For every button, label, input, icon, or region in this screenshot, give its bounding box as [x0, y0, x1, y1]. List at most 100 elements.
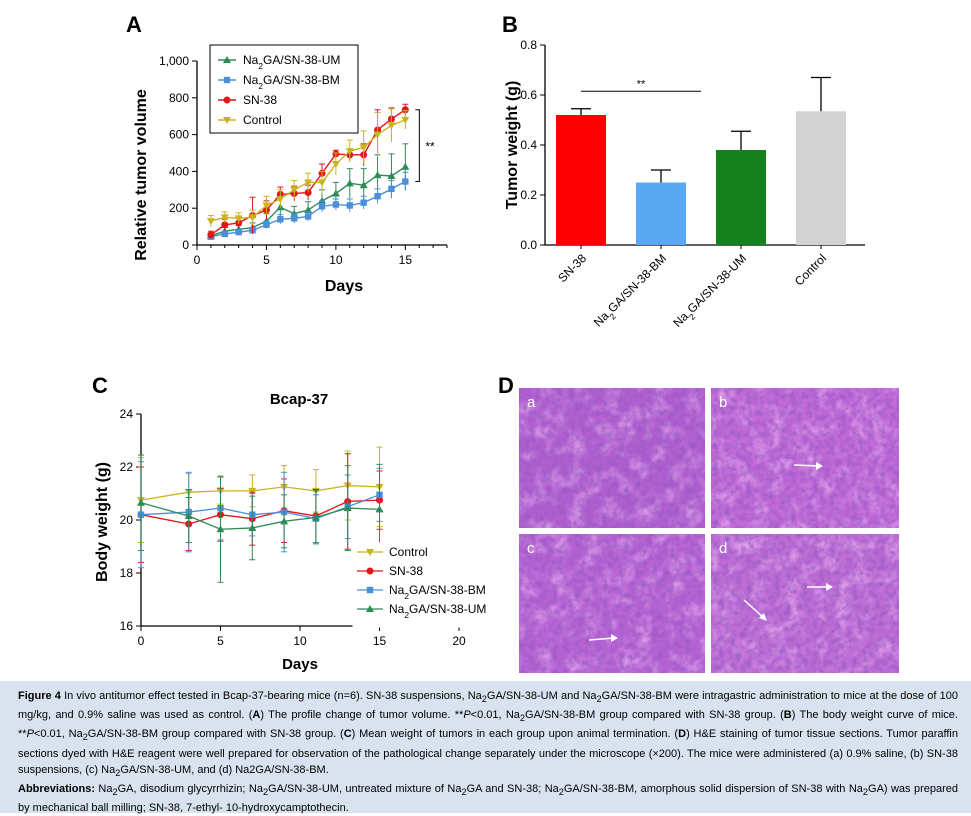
caption-text: GA/SN-38-UM, and (d) Na2GA/SN-38-BM. — [120, 763, 329, 776]
y-tick-label: 18 — [120, 566, 134, 580]
panel-c-letter: C — [92, 373, 108, 398]
x-tick-label: 15 — [399, 253, 413, 267]
y-tick-label: 800 — [169, 91, 189, 105]
data-point — [332, 201, 340, 208]
caption-background — [0, 681, 971, 813]
legend-label: Na2GA/SN-38-UM — [243, 53, 340, 71]
data-point — [235, 228, 242, 236]
legend-label: Control — [389, 545, 428, 559]
bar — [716, 150, 766, 245]
tumor-volume-chart: Relative tumor volume Days 0 200 400 600 800… — [133, 44, 448, 295]
data-point — [248, 487, 257, 495]
caption-text: GA/SN-38-BM group compared with SN-38 gr… — [525, 709, 784, 722]
data-point — [291, 215, 298, 222]
subscript: 2 — [112, 786, 118, 797]
subscript: 2 — [262, 786, 269, 797]
caption-ref: C — [343, 728, 352, 741]
legend-marker — [223, 76, 231, 84]
data-point — [304, 189, 312, 197]
caption-text: GA/SN-38-UM and Na — [486, 690, 597, 702]
caption-italic: P — [463, 709, 471, 722]
data-point — [343, 504, 352, 512]
caption-text: ) The profile change of tumor volume. ** — [260, 709, 464, 722]
series-line — [140, 499, 380, 525]
caption-text: GA, disodium glycyrrhizin; Na — [117, 782, 263, 795]
caption-text: In vivo antitumor effect tested in Bcap-… — [60, 690, 482, 702]
x-tick-label: 5 — [217, 634, 224, 648]
legend-marker — [366, 567, 374, 575]
y-tick-label: 0.4 — [520, 138, 537, 152]
data-point — [331, 189, 340, 197]
data-point — [373, 171, 382, 179]
caption-ref: D — [678, 728, 687, 741]
subscript: 2 — [461, 786, 467, 797]
series-line — [140, 484, 380, 501]
data-point — [373, 131, 382, 139]
x-tick-label: 20 — [452, 634, 466, 648]
data-point — [345, 148, 354, 156]
caption-ref: A — [252, 709, 261, 722]
legend-marker — [223, 96, 231, 104]
data-point — [234, 215, 243, 223]
body-weight-chart: Bcap-37 Body weight (g) Days 16 18 20 22 24 0… — [94, 391, 500, 673]
x-tick-label: Control — [792, 251, 829, 288]
data-point — [280, 517, 289, 525]
caption-text: GA) was prepared by mechanical ball mill… — [18, 782, 959, 814]
caption-italic: P — [26, 728, 34, 741]
data-point — [216, 525, 225, 533]
y-axis-label: Body weight (g) — [94, 462, 111, 582]
legend-label: Control — [243, 113, 282, 127]
caption-text: <0.01, Na — [470, 709, 520, 722]
y-tick-label: 400 — [169, 164, 189, 178]
x-axis-label: Days — [325, 278, 363, 295]
figure-label: Figure 4 — [18, 690, 61, 702]
data-point — [359, 144, 368, 152]
subscript: 2 — [519, 713, 526, 724]
micrograph-b: b — [711, 388, 899, 528]
data-point — [374, 193, 381, 200]
x-tick-label: Na2GA/SN-38-BM — [591, 251, 672, 332]
legend-label: SN-38 — [243, 93, 277, 107]
y-tick-label: 20 — [120, 513, 134, 527]
y-tick-label: 200 — [169, 201, 189, 215]
arrow-head-icon — [759, 613, 767, 621]
bar — [556, 115, 606, 245]
data-point — [248, 214, 257, 222]
x-tick-label: 15 — [373, 634, 387, 648]
data-point — [345, 179, 354, 187]
data-point — [401, 116, 410, 124]
data-point — [387, 172, 396, 179]
y-tick-label: 0 — [182, 238, 189, 252]
significance-label: ** — [425, 140, 435, 154]
caption-text: <0.01, Na — [33, 728, 83, 741]
chart-title: Bcap-37 — [270, 391, 328, 408]
data-point — [331, 161, 340, 169]
arrow-head-icon — [611, 634, 618, 642]
caption-text: Na — [95, 782, 113, 795]
caption-text: GA/SN-38-BM were intragastric administra… — [18, 690, 958, 722]
x-tick-label: 0 — [138, 634, 145, 648]
panel-d-letter: D — [498, 373, 514, 398]
he-staining-micrographs: a b c d — [519, 388, 899, 673]
data-point — [248, 523, 257, 531]
micrograph-label: d — [719, 540, 727, 557]
data-point — [137, 498, 145, 506]
data-point — [304, 206, 313, 214]
panel-b-letter: B — [502, 12, 518, 37]
caption-text: ) H&E staining of tumor tissue sections.… — [18, 728, 958, 776]
data-point — [207, 231, 215, 239]
legend-box — [352, 542, 500, 628]
caption-text: GA and SN-38; Na — [466, 782, 559, 795]
y-tick-label: 0.0 — [520, 238, 537, 252]
arrow-head-icon — [826, 583, 833, 591]
data-point — [220, 214, 229, 222]
y-tick-label: 0.2 — [520, 188, 537, 202]
y-axis-label: Relative tumor volume — [133, 89, 150, 261]
series-line — [140, 494, 380, 520]
caption-text: GA/SN-38-BM group compared with SN-38 gr… — [87, 728, 344, 741]
significance-label: ** — [637, 78, 646, 90]
caption-ref: B — [783, 709, 792, 722]
x-tick-label: SN-38 — [555, 251, 589, 285]
arrow-icon — [743, 599, 765, 619]
subscript: 2 — [481, 694, 487, 705]
